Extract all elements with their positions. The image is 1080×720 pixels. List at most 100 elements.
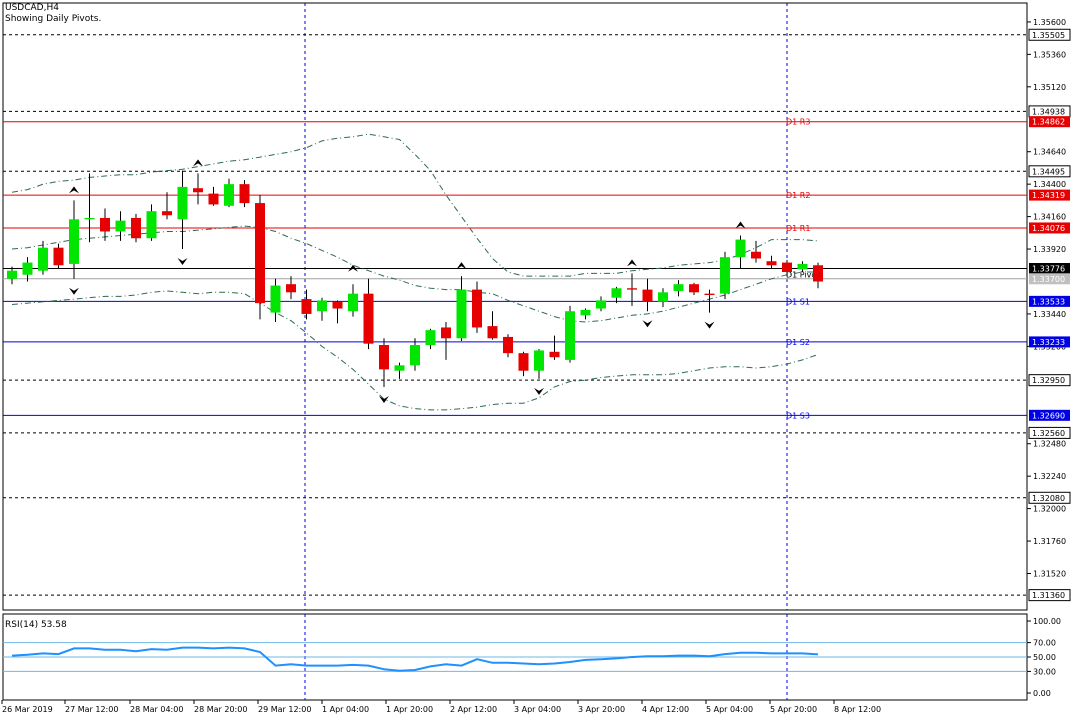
dashed-level-box	[1028, 491, 1071, 504]
candle-body	[549, 351, 560, 358]
x-tick-label: 28 Mar 20:00	[194, 705, 247, 714]
candle	[53, 243, 64, 268]
candle-body	[782, 262, 792, 273]
candle-body	[363, 293, 374, 344]
dashed-level-box	[1028, 28, 1071, 41]
y-tick-label: 1.31520	[1033, 569, 1066, 578]
y-tick-label: 1.35360	[1033, 50, 1066, 59]
candle-body	[797, 263, 808, 270]
pivot-name: D1 R1	[786, 224, 810, 233]
y-tick-label: 1.33440	[1033, 310, 1066, 319]
pivot-name: D1 R2	[786, 191, 810, 200]
candle	[394, 362, 405, 379]
candle	[69, 200, 79, 279]
pivot-value-label: 1.33776	[1032, 265, 1065, 274]
x-tick-label: 29 Mar 12:00	[258, 705, 311, 714]
x-tick-label: 3 Apr 20:00	[578, 705, 625, 714]
candle-body	[84, 217, 95, 220]
fractal-up-arrow	[456, 262, 467, 270]
candle-body	[317, 300, 327, 312]
candle	[472, 281, 482, 333]
fractal-up-arrow	[735, 221, 746, 229]
candle	[131, 213, 141, 243]
candle-body	[658, 292, 668, 302]
candle	[487, 311, 498, 340]
candle	[146, 204, 157, 241]
candle-body	[689, 284, 699, 293]
current-price-label: 1.33700	[1032, 275, 1065, 284]
rsi-line	[11, 646, 819, 672]
y-tick-label: 1.32000	[1033, 505, 1066, 514]
rsi-tick-label: 70.00	[1033, 639, 1056, 648]
candle	[766, 255, 777, 268]
candle	[425, 328, 436, 350]
candle-body	[751, 251, 761, 259]
candle-body	[146, 211, 157, 239]
candle	[162, 192, 172, 220]
fractal-up-arrow	[193, 159, 203, 167]
rsi-tick-label: 30.00	[1033, 667, 1056, 676]
candle-body	[286, 284, 296, 293]
candle-body	[503, 336, 513, 354]
candle	[410, 338, 420, 371]
pivot-value-box	[1029, 189, 1070, 201]
fractal-up-arrow	[627, 259, 637, 267]
candle	[208, 186, 219, 206]
pivot-name: D1 S2	[786, 338, 810, 347]
fractal-down-arrow	[642, 320, 653, 328]
pivot-value-box	[1029, 409, 1070, 421]
candle-body	[208, 193, 219, 205]
candle	[627, 273, 637, 306]
candle-body	[534, 350, 544, 371]
candle	[565, 305, 575, 363]
pivot-value-box	[1029, 116, 1070, 128]
pivot-value-label: 1.34862	[1032, 118, 1065, 127]
symbol-label: USDCAD,H4	[5, 3, 59, 13]
candle	[456, 276, 467, 341]
x-tick-label: 8 Apr 12:00	[834, 705, 881, 714]
candle-body	[22, 262, 33, 275]
candle-body	[410, 345, 420, 366]
candle	[317, 297, 327, 321]
y-tick-label: 1.34400	[1033, 180, 1066, 189]
candle	[720, 251, 730, 300]
candle-body	[565, 311, 575, 360]
fractal-up-arrow	[348, 264, 358, 272]
candle	[115, 211, 126, 241]
pivot-name: D1 R3	[786, 118, 810, 127]
candle	[363, 278, 374, 350]
candle-body	[518, 353, 529, 371]
dashed-level-box	[1028, 165, 1071, 178]
pivots-label: Showing Daily Pivots.	[5, 14, 102, 24]
candle	[658, 288, 668, 308]
candle	[270, 278, 281, 323]
candle-body	[456, 289, 467, 339]
rsi-label: RSI(14) 53.58	[5, 620, 67, 630]
x-tick-label: 1 Apr 04:00	[322, 705, 369, 714]
x-tick-label: 27 Mar 12:00	[65, 705, 118, 714]
pivot-value-label: 1.34076	[1032, 224, 1065, 233]
rsi-tick-label: 0.00	[1033, 689, 1051, 698]
candle	[379, 338, 389, 387]
candle	[813, 262, 823, 289]
candle	[673, 280, 684, 297]
candle	[518, 351, 529, 377]
candle	[286, 276, 296, 300]
candle-body	[611, 288, 622, 298]
candle	[580, 308, 591, 320]
dashed-level-label: 1.32080	[1032, 494, 1065, 503]
pivot-name: D1 S1	[786, 297, 810, 306]
candle	[255, 194, 265, 320]
candle-body	[766, 261, 777, 266]
candle-body	[580, 309, 591, 316]
dashed-level-label: 1.34938	[1032, 107, 1065, 116]
dashed-level-label: 1.34495	[1032, 167, 1065, 176]
fractal-down-arrow	[177, 258, 188, 266]
candle	[301, 289, 312, 320]
candle-body	[441, 327, 451, 339]
y-tick-label: 1.32480	[1033, 440, 1066, 449]
candle-body	[224, 184, 234, 206]
candle	[611, 286, 622, 304]
candle-body	[255, 203, 265, 304]
